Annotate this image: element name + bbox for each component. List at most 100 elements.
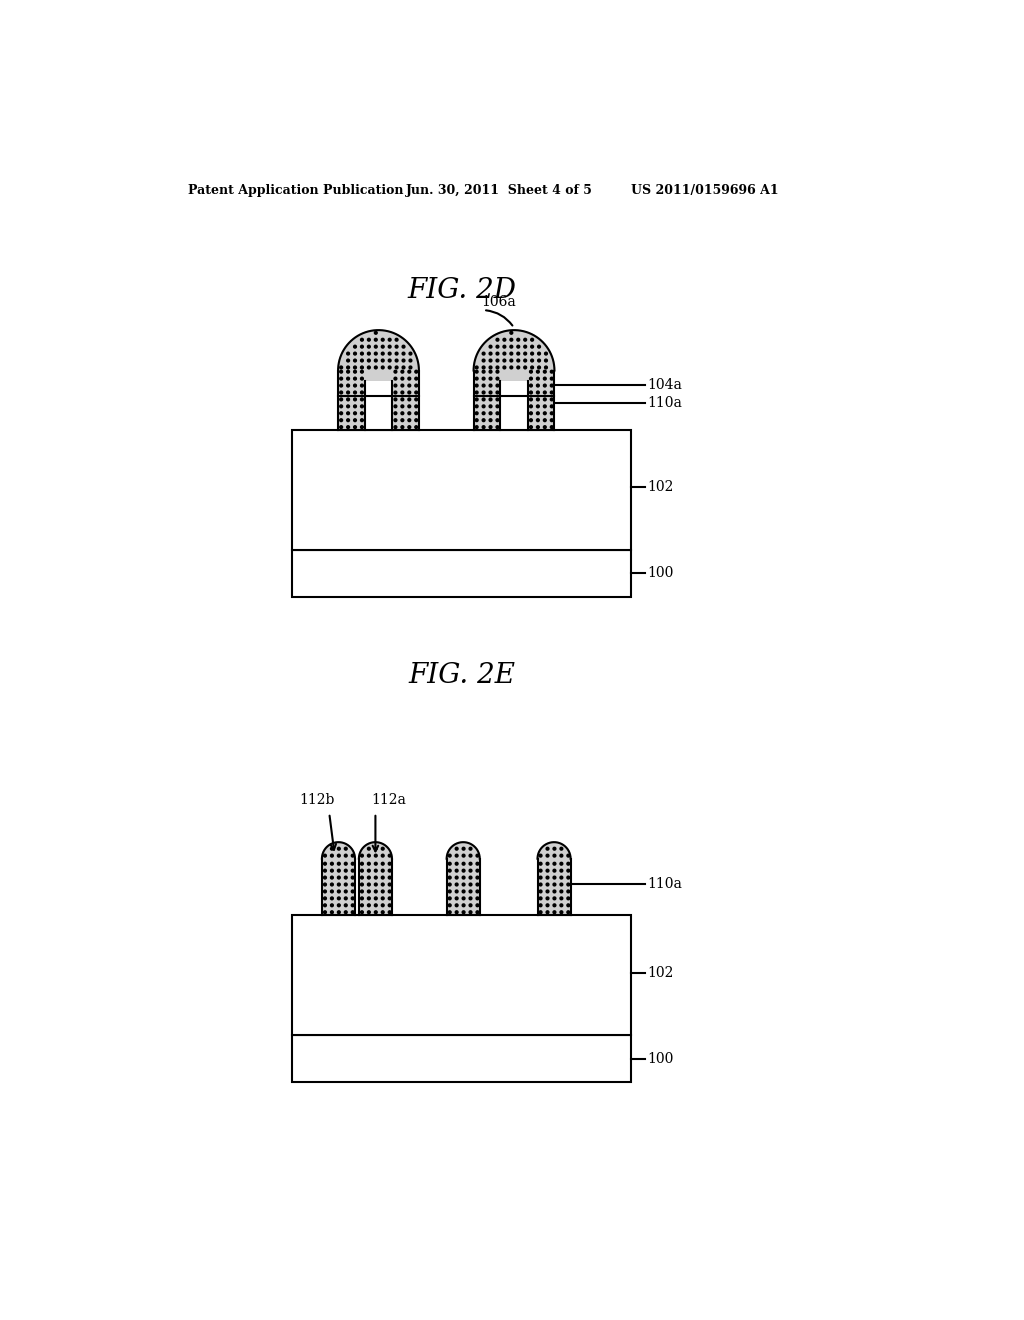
Circle shape <box>546 854 549 857</box>
Circle shape <box>540 862 542 865</box>
Circle shape <box>360 391 364 393</box>
Circle shape <box>375 331 377 334</box>
Circle shape <box>340 405 343 408</box>
Text: 100: 100 <box>647 566 674 581</box>
Circle shape <box>560 898 563 900</box>
Circle shape <box>388 338 391 341</box>
Circle shape <box>381 366 384 368</box>
Text: Patent Application Publication: Patent Application Publication <box>188 185 403 197</box>
Circle shape <box>381 352 384 355</box>
Circle shape <box>415 371 418 374</box>
Circle shape <box>462 862 465 865</box>
Circle shape <box>353 426 356 429</box>
Circle shape <box>324 890 327 892</box>
Circle shape <box>338 870 340 873</box>
Circle shape <box>360 399 364 401</box>
Circle shape <box>462 854 465 857</box>
Circle shape <box>456 883 458 886</box>
Circle shape <box>368 854 371 857</box>
Circle shape <box>347 426 349 429</box>
Circle shape <box>351 883 354 886</box>
Circle shape <box>567 904 569 907</box>
Circle shape <box>469 862 472 865</box>
Circle shape <box>529 412 532 414</box>
Circle shape <box>462 911 465 913</box>
Circle shape <box>546 911 549 913</box>
Circle shape <box>537 391 540 393</box>
Circle shape <box>415 399 418 401</box>
Circle shape <box>353 378 356 380</box>
Circle shape <box>331 854 333 857</box>
Circle shape <box>550 384 553 387</box>
Circle shape <box>545 352 548 355</box>
Circle shape <box>408 412 411 414</box>
Circle shape <box>496 378 499 380</box>
Circle shape <box>338 898 340 900</box>
Circle shape <box>456 854 458 857</box>
Circle shape <box>409 352 412 355</box>
Circle shape <box>388 854 391 857</box>
Circle shape <box>482 391 485 393</box>
Circle shape <box>381 876 384 879</box>
Circle shape <box>353 391 356 393</box>
Circle shape <box>368 847 371 850</box>
Circle shape <box>338 911 340 913</box>
Circle shape <box>476 883 479 886</box>
Circle shape <box>517 366 519 368</box>
Circle shape <box>567 862 569 865</box>
Circle shape <box>344 876 347 879</box>
Circle shape <box>360 911 364 913</box>
Circle shape <box>537 418 540 421</box>
Circle shape <box>537 384 540 387</box>
Circle shape <box>351 904 354 907</box>
Circle shape <box>331 847 333 850</box>
Circle shape <box>496 384 499 387</box>
Circle shape <box>456 904 458 907</box>
Circle shape <box>368 366 371 368</box>
Circle shape <box>469 883 472 886</box>
Circle shape <box>475 399 478 401</box>
Text: Jun. 30, 2011  Sheet 4 of 5: Jun. 30, 2011 Sheet 4 of 5 <box>407 185 593 197</box>
Circle shape <box>529 426 532 429</box>
Circle shape <box>368 890 371 892</box>
Circle shape <box>496 352 499 355</box>
Circle shape <box>482 412 485 414</box>
Circle shape <box>340 384 343 387</box>
Circle shape <box>476 890 479 892</box>
Circle shape <box>560 862 563 865</box>
Circle shape <box>476 870 479 873</box>
Circle shape <box>347 418 349 421</box>
Circle shape <box>388 366 391 368</box>
Circle shape <box>489 366 492 368</box>
Circle shape <box>360 412 364 414</box>
Circle shape <box>381 898 384 900</box>
Circle shape <box>351 898 354 900</box>
Circle shape <box>324 876 327 879</box>
Circle shape <box>550 405 553 408</box>
Circle shape <box>546 870 549 873</box>
Circle shape <box>353 359 356 362</box>
Circle shape <box>489 405 492 408</box>
Circle shape <box>381 346 384 348</box>
Circle shape <box>360 338 364 341</box>
Circle shape <box>340 371 343 374</box>
Polygon shape <box>473 330 554 371</box>
Circle shape <box>375 904 377 907</box>
Circle shape <box>544 405 546 408</box>
Circle shape <box>560 870 563 873</box>
Circle shape <box>546 883 549 886</box>
Circle shape <box>530 359 534 362</box>
Circle shape <box>550 378 553 380</box>
Circle shape <box>324 898 327 900</box>
Circle shape <box>544 399 546 401</box>
Circle shape <box>540 876 542 879</box>
Circle shape <box>338 883 340 886</box>
Circle shape <box>351 862 354 865</box>
Circle shape <box>537 399 540 401</box>
Circle shape <box>553 870 556 873</box>
Circle shape <box>540 883 542 886</box>
Circle shape <box>351 854 354 857</box>
Circle shape <box>338 854 340 857</box>
Circle shape <box>503 346 506 348</box>
Circle shape <box>409 359 412 362</box>
